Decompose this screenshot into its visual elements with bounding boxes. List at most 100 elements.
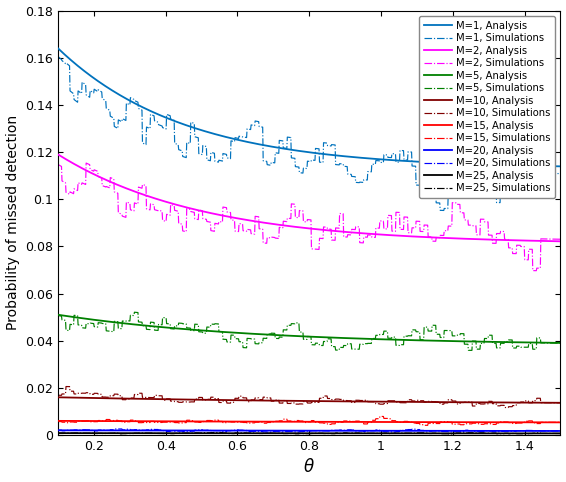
M=25, Simulations (258, 430, 265, 436)
M=15, Simulations (258, 419, 264, 425)
Y-axis label: Probability of missed detection: Probability of missed detection (6, 115, 20, 330)
M=10, Analysis (456, 400, 462, 405)
M=5, Analysis (557, 340, 564, 346)
M=15, Analysis (447, 419, 453, 425)
Line: M=1, Simulations: M=1, Simulations (58, 56, 560, 211)
M=1, Simulations (447, 189, 454, 195)
M=20, Analysis (557, 428, 564, 434)
Line: M=20, Simulations: M=20, Simulations (58, 429, 560, 432)
M=25, Analysis (456, 430, 462, 436)
M=25, Simulations (106, 430, 113, 436)
M=1, Simulations (276, 137, 282, 143)
Line: M=2, Simulations: M=2, Simulations (58, 163, 560, 271)
M=20, Analysis (258, 428, 264, 433)
M=10, Simulations (505, 405, 512, 411)
M=2, Simulations (533, 268, 540, 274)
M=1, Analysis (258, 142, 264, 147)
M=15, Simulations (557, 419, 564, 425)
M=25, Simulations (448, 431, 455, 437)
M=5, Analysis (106, 319, 113, 324)
M=20, Simulations (54, 427, 61, 433)
X-axis label: $\theta$: $\theta$ (303, 458, 315, 476)
M=20, Simulations (401, 427, 408, 433)
M=2, Analysis (447, 235, 453, 241)
M=10, Analysis (276, 398, 282, 403)
M=25, Analysis (54, 430, 61, 436)
M=10, Simulations (258, 397, 265, 402)
M=2, Simulations (447, 223, 454, 229)
M=20, Simulations (258, 428, 265, 434)
Line: M=10, Simulations: M=10, Simulations (58, 387, 560, 408)
M=2, Analysis (557, 239, 564, 244)
M=2, Analysis (258, 219, 264, 225)
Line: M=10, Analysis: M=10, Analysis (58, 397, 560, 403)
M=15, Simulations (276, 418, 282, 424)
M=15, Simulations (424, 422, 431, 428)
M=1, Analysis (54, 45, 61, 51)
M=2, Simulations (456, 201, 463, 207)
M=2, Simulations (276, 225, 283, 230)
M=10, Simulations (447, 397, 454, 402)
M=10, Analysis (54, 394, 61, 400)
M=1, Analysis (447, 161, 453, 166)
M=15, Simulations (447, 419, 454, 425)
M=10, Analysis (557, 400, 564, 406)
M=5, Analysis (447, 338, 453, 344)
M=1, Analysis (106, 86, 113, 92)
M=20, Simulations (456, 429, 463, 435)
M=2, Analysis (106, 178, 113, 184)
M=15, Simulations (376, 414, 383, 419)
M=5, Simulations (258, 340, 265, 346)
M=20, Simulations (267, 429, 274, 435)
M=10, Analysis (400, 399, 406, 405)
M=20, Simulations (106, 428, 113, 433)
M=1, Analysis (276, 145, 282, 151)
M=10, Simulations (400, 400, 407, 406)
M=15, Analysis (106, 418, 113, 424)
M=1, Simulations (440, 208, 447, 214)
M=25, Analysis (106, 430, 113, 436)
M=2, Simulations (557, 236, 564, 242)
M=1, Analysis (400, 158, 406, 164)
Line: M=2, Analysis: M=2, Analysis (58, 154, 560, 241)
M=2, Simulations (83, 160, 89, 166)
M=10, Analysis (447, 399, 453, 405)
M=2, Simulations (106, 185, 113, 191)
M=15, Simulations (106, 416, 113, 422)
M=20, Simulations (115, 426, 122, 432)
M=15, Analysis (557, 419, 564, 425)
M=20, Analysis (456, 428, 462, 434)
M=5, Simulations (106, 328, 113, 334)
M=1, Simulations (557, 171, 564, 176)
M=5, Simulations (447, 328, 454, 334)
M=2, Analysis (456, 236, 462, 241)
M=15, Simulations (456, 421, 463, 427)
M=10, Simulations (63, 384, 70, 389)
M=5, Simulations (469, 348, 475, 353)
M=15, Analysis (258, 419, 264, 425)
M=1, Simulations (456, 177, 463, 183)
Line: M=5, Analysis: M=5, Analysis (58, 315, 560, 343)
M=15, Analysis (54, 418, 61, 424)
M=5, Simulations (276, 334, 283, 340)
M=15, Analysis (276, 419, 282, 425)
M=15, Analysis (456, 419, 462, 425)
M=5, Simulations (400, 342, 407, 348)
M=25, Simulations (276, 430, 283, 436)
M=2, Simulations (54, 161, 61, 167)
M=1, Simulations (258, 124, 264, 130)
Line: M=5, Simulations: M=5, Simulations (58, 312, 560, 350)
M=10, Simulations (106, 394, 113, 400)
M=20, Analysis (447, 428, 453, 434)
M=20, Analysis (400, 428, 406, 434)
M=5, Analysis (54, 312, 61, 318)
M=2, Analysis (400, 233, 406, 239)
M=10, Simulations (456, 401, 463, 407)
M=20, Simulations (277, 429, 284, 435)
M=15, Simulations (54, 419, 61, 425)
Line: M=15, Analysis: M=15, Analysis (58, 421, 560, 422)
M=5, Analysis (400, 337, 406, 343)
M=2, Simulations (400, 227, 407, 232)
M=10, Analysis (258, 398, 264, 403)
M=25, Simulations (400, 430, 407, 436)
